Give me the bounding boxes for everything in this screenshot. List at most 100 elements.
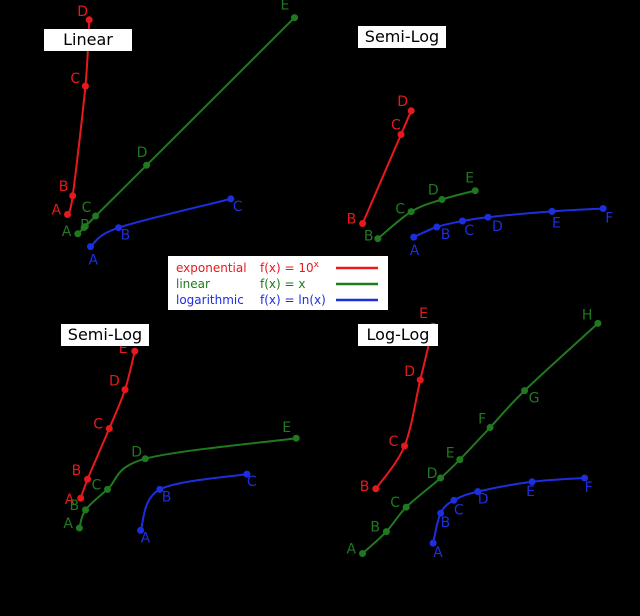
point-label-linear-C: C (82, 200, 92, 216)
point-label-logarithmic-A: A (410, 243, 420, 259)
point-label-linear-E: E (281, 0, 290, 14)
data-point-logarithmic-B (115, 224, 123, 232)
data-point-logarithmic-B (433, 223, 441, 231)
point-label-linear-B: B (370, 520, 380, 536)
point-label-logarithmic-D: D (492, 219, 503, 235)
point-label-logarithmic-F: F (585, 480, 593, 496)
point-label-exponential-C: C (389, 434, 399, 450)
data-point-linear-A (75, 524, 83, 532)
legend-formula-linear: f(x) = x (260, 277, 305, 291)
data-point-linear-B (382, 528, 390, 536)
point-label-linear-A: A (347, 542, 357, 558)
data-point-linear-F (486, 424, 494, 431)
point-label-logarithmic-F: F (605, 211, 613, 227)
data-point-linear-E (471, 187, 479, 195)
panel-title-box (44, 29, 132, 51)
data-point-logarithmic-C (243, 470, 251, 478)
data-point-exponential-D (416, 376, 424, 384)
point-label-linear-D: D (131, 445, 142, 461)
panel-title: Semi-Log (365, 27, 439, 46)
point-label-linear-F: F (478, 412, 486, 428)
point-label-linear-D: D (428, 183, 439, 199)
legend-formula-logarithmic: f(x) = ln(x) (260, 293, 326, 307)
point-label-logarithmic-E: E (552, 215, 561, 231)
legend-name-linear: linear (176, 277, 210, 291)
point-label-linear-A: A (63, 516, 73, 532)
point-label-exponential-A: A (65, 492, 75, 508)
data-point-linear-C (402, 503, 410, 511)
point-label-linear-G: G (529, 391, 540, 407)
data-point-exponential-C (81, 82, 89, 90)
point-label-exponential-C: C (93, 417, 103, 433)
series-line-linear (78, 437, 297, 529)
data-point-linear-C (407, 208, 415, 216)
data-point-exponential-B (359, 220, 367, 227)
data-point-exponential-D (121, 386, 129, 394)
data-point-exponential-D (407, 107, 415, 115)
data-point-exponential-B (69, 192, 77, 200)
point-label-logarithmic-B: B (441, 227, 451, 243)
point-label-logarithmic-B: B (162, 489, 172, 505)
point-label-logarithmic-A: A (141, 530, 151, 546)
data-point-linear-D (437, 474, 445, 482)
data-point-logarithmic-B (437, 509, 445, 517)
point-label-linear-E: E (282, 420, 291, 436)
point-label-logarithmic-C: C (247, 474, 257, 490)
data-point-exponential-C (397, 131, 405, 138)
point-label-exponential-B: B (59, 179, 69, 195)
point-label-exponential-C: C (70, 71, 80, 87)
data-point-linear-C (92, 212, 100, 220)
point-label-linear-B: B (364, 229, 374, 245)
data-point-linear-B (82, 506, 89, 514)
point-label-linear-D: D (137, 145, 148, 161)
point-label-exponential-B: B (347, 212, 357, 228)
data-point-exponential-A (64, 211, 71, 218)
data-point-linear-H (594, 319, 602, 327)
point-label-exponential-D: D (404, 364, 415, 380)
panel-title-box (61, 324, 149, 346)
data-point-linear-E (291, 14, 298, 22)
data-point-exponential-B (84, 475, 92, 483)
point-label-logarithmic-E: E (526, 484, 535, 500)
point-label-exponential-A: A (52, 203, 62, 219)
panel-title: Linear (63, 30, 113, 49)
data-point-exponential-D (85, 16, 93, 24)
data-point-exponential-A (77, 494, 85, 502)
data-point-linear-E (292, 434, 300, 442)
point-label-exponential-B: B (360, 479, 370, 495)
point-label-linear-B: B (70, 498, 80, 514)
data-point-logarithmic-E (548, 207, 556, 215)
point-label-exponential-E: E (119, 341, 128, 357)
data-point-logarithmic-C (458, 217, 466, 225)
data-point-exponential-C (401, 442, 408, 450)
data-point-logarithmic-D (484, 213, 492, 221)
point-label-logarithmic-B: B (121, 228, 131, 244)
data-point-logarithmic-A (410, 233, 418, 241)
data-point-linear-A (359, 550, 366, 557)
legend-name-logarithmic: logarithmic (176, 293, 244, 307)
data-point-logarithmic-C (227, 195, 235, 203)
data-point-logarithmic-F (581, 474, 589, 482)
series-line-exponential (374, 325, 435, 490)
data-point-linear-B (374, 235, 382, 243)
data-point-linear-E (456, 456, 464, 464)
legend-items: exponential f(x) = 10x linear f(x) = x logar… (176, 260, 378, 307)
point-label-logarithmic-C: C (464, 223, 474, 239)
data-point-logarithmic-F (599, 205, 607, 212)
panel-title: Log-Log (367, 325, 430, 344)
point-label-exponential-B: B (72, 463, 82, 479)
data-point-logarithmic-E (528, 478, 536, 486)
data-point-exponential-C (105, 425, 113, 432)
data-point-linear-G (521, 387, 529, 395)
point-label-linear-B: B (80, 218, 90, 234)
point-label-linear-E: E (465, 171, 474, 187)
data-point-linear-D (438, 196, 446, 203)
data-point-logarithmic-A (87, 243, 94, 251)
point-label-exponential-D: D (77, 4, 88, 20)
point-label-linear-E: E (446, 446, 455, 462)
